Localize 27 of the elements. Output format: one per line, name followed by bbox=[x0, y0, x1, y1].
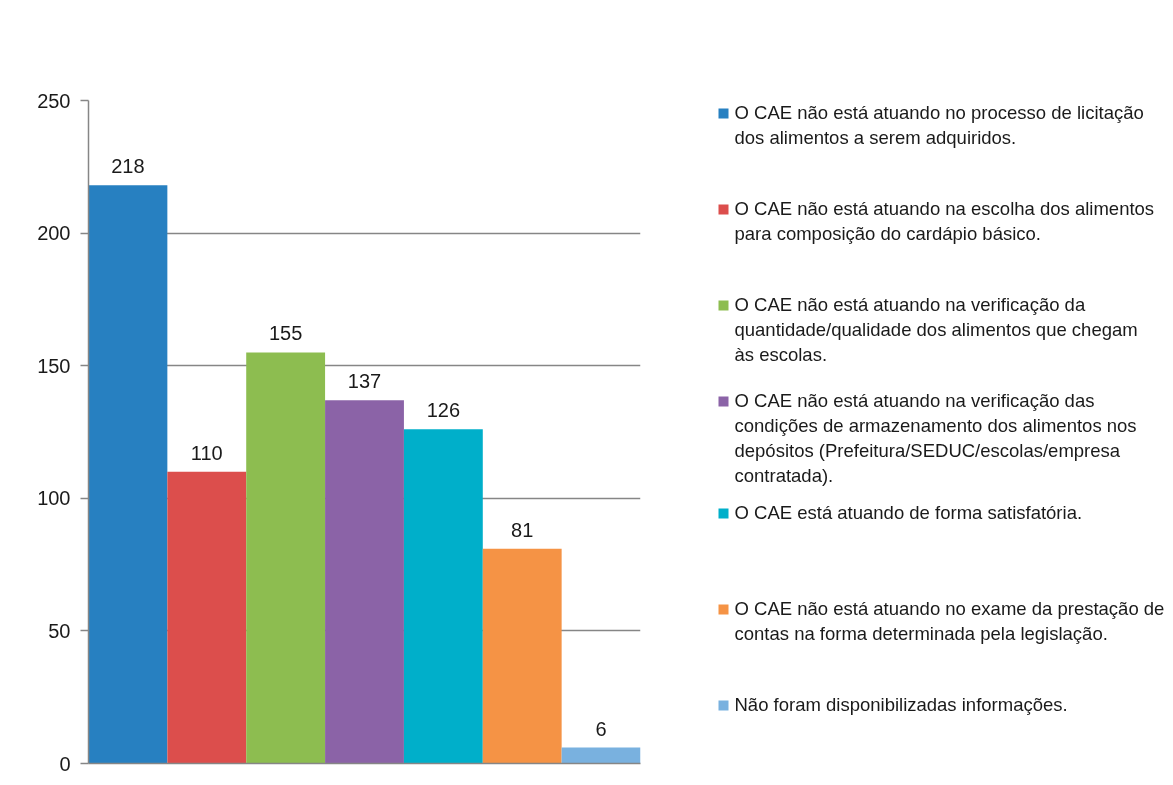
data-label: 137 bbox=[347, 370, 382, 393]
data-label: 126 bbox=[426, 399, 461, 422]
bar bbox=[167, 471, 247, 764]
legend-label: O CAE não está atuando na verificação da quantidade/qualidade dos alimentos que chegam às escolas. bbox=[734, 293, 1138, 365]
data-label: 155 bbox=[268, 322, 303, 345]
bar bbox=[403, 429, 483, 764]
bar bbox=[561, 747, 641, 764]
data-label: 81 bbox=[511, 518, 534, 541]
y-tick-label: 100 bbox=[37, 487, 71, 510]
bar bbox=[88, 185, 168, 764]
bar bbox=[325, 400, 404, 764]
data-label: 6 bbox=[595, 717, 607, 740]
legend-label: O CAE não está atuando no processo de licitação dos alimentos a serem adquiridos. bbox=[734, 101, 1144, 148]
bar bbox=[246, 352, 326, 764]
y-tick-label: 50 bbox=[48, 619, 71, 642]
legend-label: O CAE não está atuando no exame da prestação de contas na forma determinada pela legislação. bbox=[734, 597, 1165, 644]
y-tick-label: 200 bbox=[37, 222, 71, 245]
bar bbox=[482, 548, 562, 764]
legend-label: Não foram disponibilizadas informações. bbox=[734, 693, 1068, 715]
y-tick-label: 250 bbox=[37, 89, 71, 112]
y-tick-label: 150 bbox=[37, 354, 71, 377]
legend-label: O CAE está atuando de forma satisfatória. bbox=[734, 501, 1083, 523]
y-tick-label: 0 bbox=[59, 752, 71, 775]
data-label: 110 bbox=[190, 441, 223, 464]
legend-label: O CAE não está atuando na escolha dos alimentos para composição do cardápio básico. bbox=[734, 197, 1155, 244]
data-label: 218 bbox=[111, 155, 145, 178]
legend-label: O CAE não está atuando na verificação das condições de armazenamento dos alimentos nos depósitos (Prefeitura/SEDUC/escolas/empresa contratada). bbox=[734, 389, 1137, 487]
